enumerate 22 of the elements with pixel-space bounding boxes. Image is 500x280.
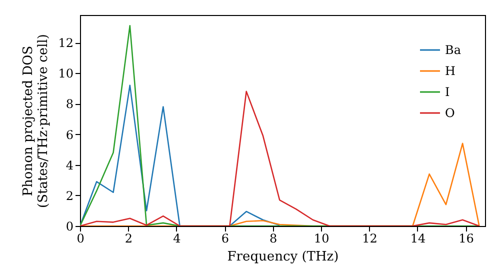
y-tick-label: 4: [66, 158, 74, 172]
y-axis-title: Phonon projected DOS (States/THz·primitive cell): [21, 34, 52, 208]
x-tick-label: 16: [458, 232, 474, 246]
y-tick-label: 2: [66, 188, 74, 203]
legend-label: O: [445, 106, 455, 120]
y-tick-label: 10: [58, 66, 74, 81]
y-tick-label: 0: [66, 220, 74, 234]
y-tick-label: 6: [66, 128, 74, 142]
y-tick-label: 12: [58, 36, 74, 50]
x-tick-label: 14: [410, 232, 426, 246]
x-tick-label: 0: [76, 232, 84, 246]
y-tick-label: 8: [66, 97, 74, 112]
x-axis-title: Frequency (THz): [227, 250, 339, 264]
x-tick-label: 10: [314, 232, 330, 246]
x-tick-label: 6: [221, 232, 229, 246]
legend-label: H: [445, 64, 456, 78]
legend-label: I: [445, 85, 450, 99]
x-tick-label: 2: [124, 232, 133, 246]
legend-label: Ba: [445, 43, 461, 57]
x-tick-label: 12: [362, 232, 378, 246]
x-tick-label: 8: [270, 232, 278, 246]
x-tick-label: 4: [173, 232, 182, 246]
